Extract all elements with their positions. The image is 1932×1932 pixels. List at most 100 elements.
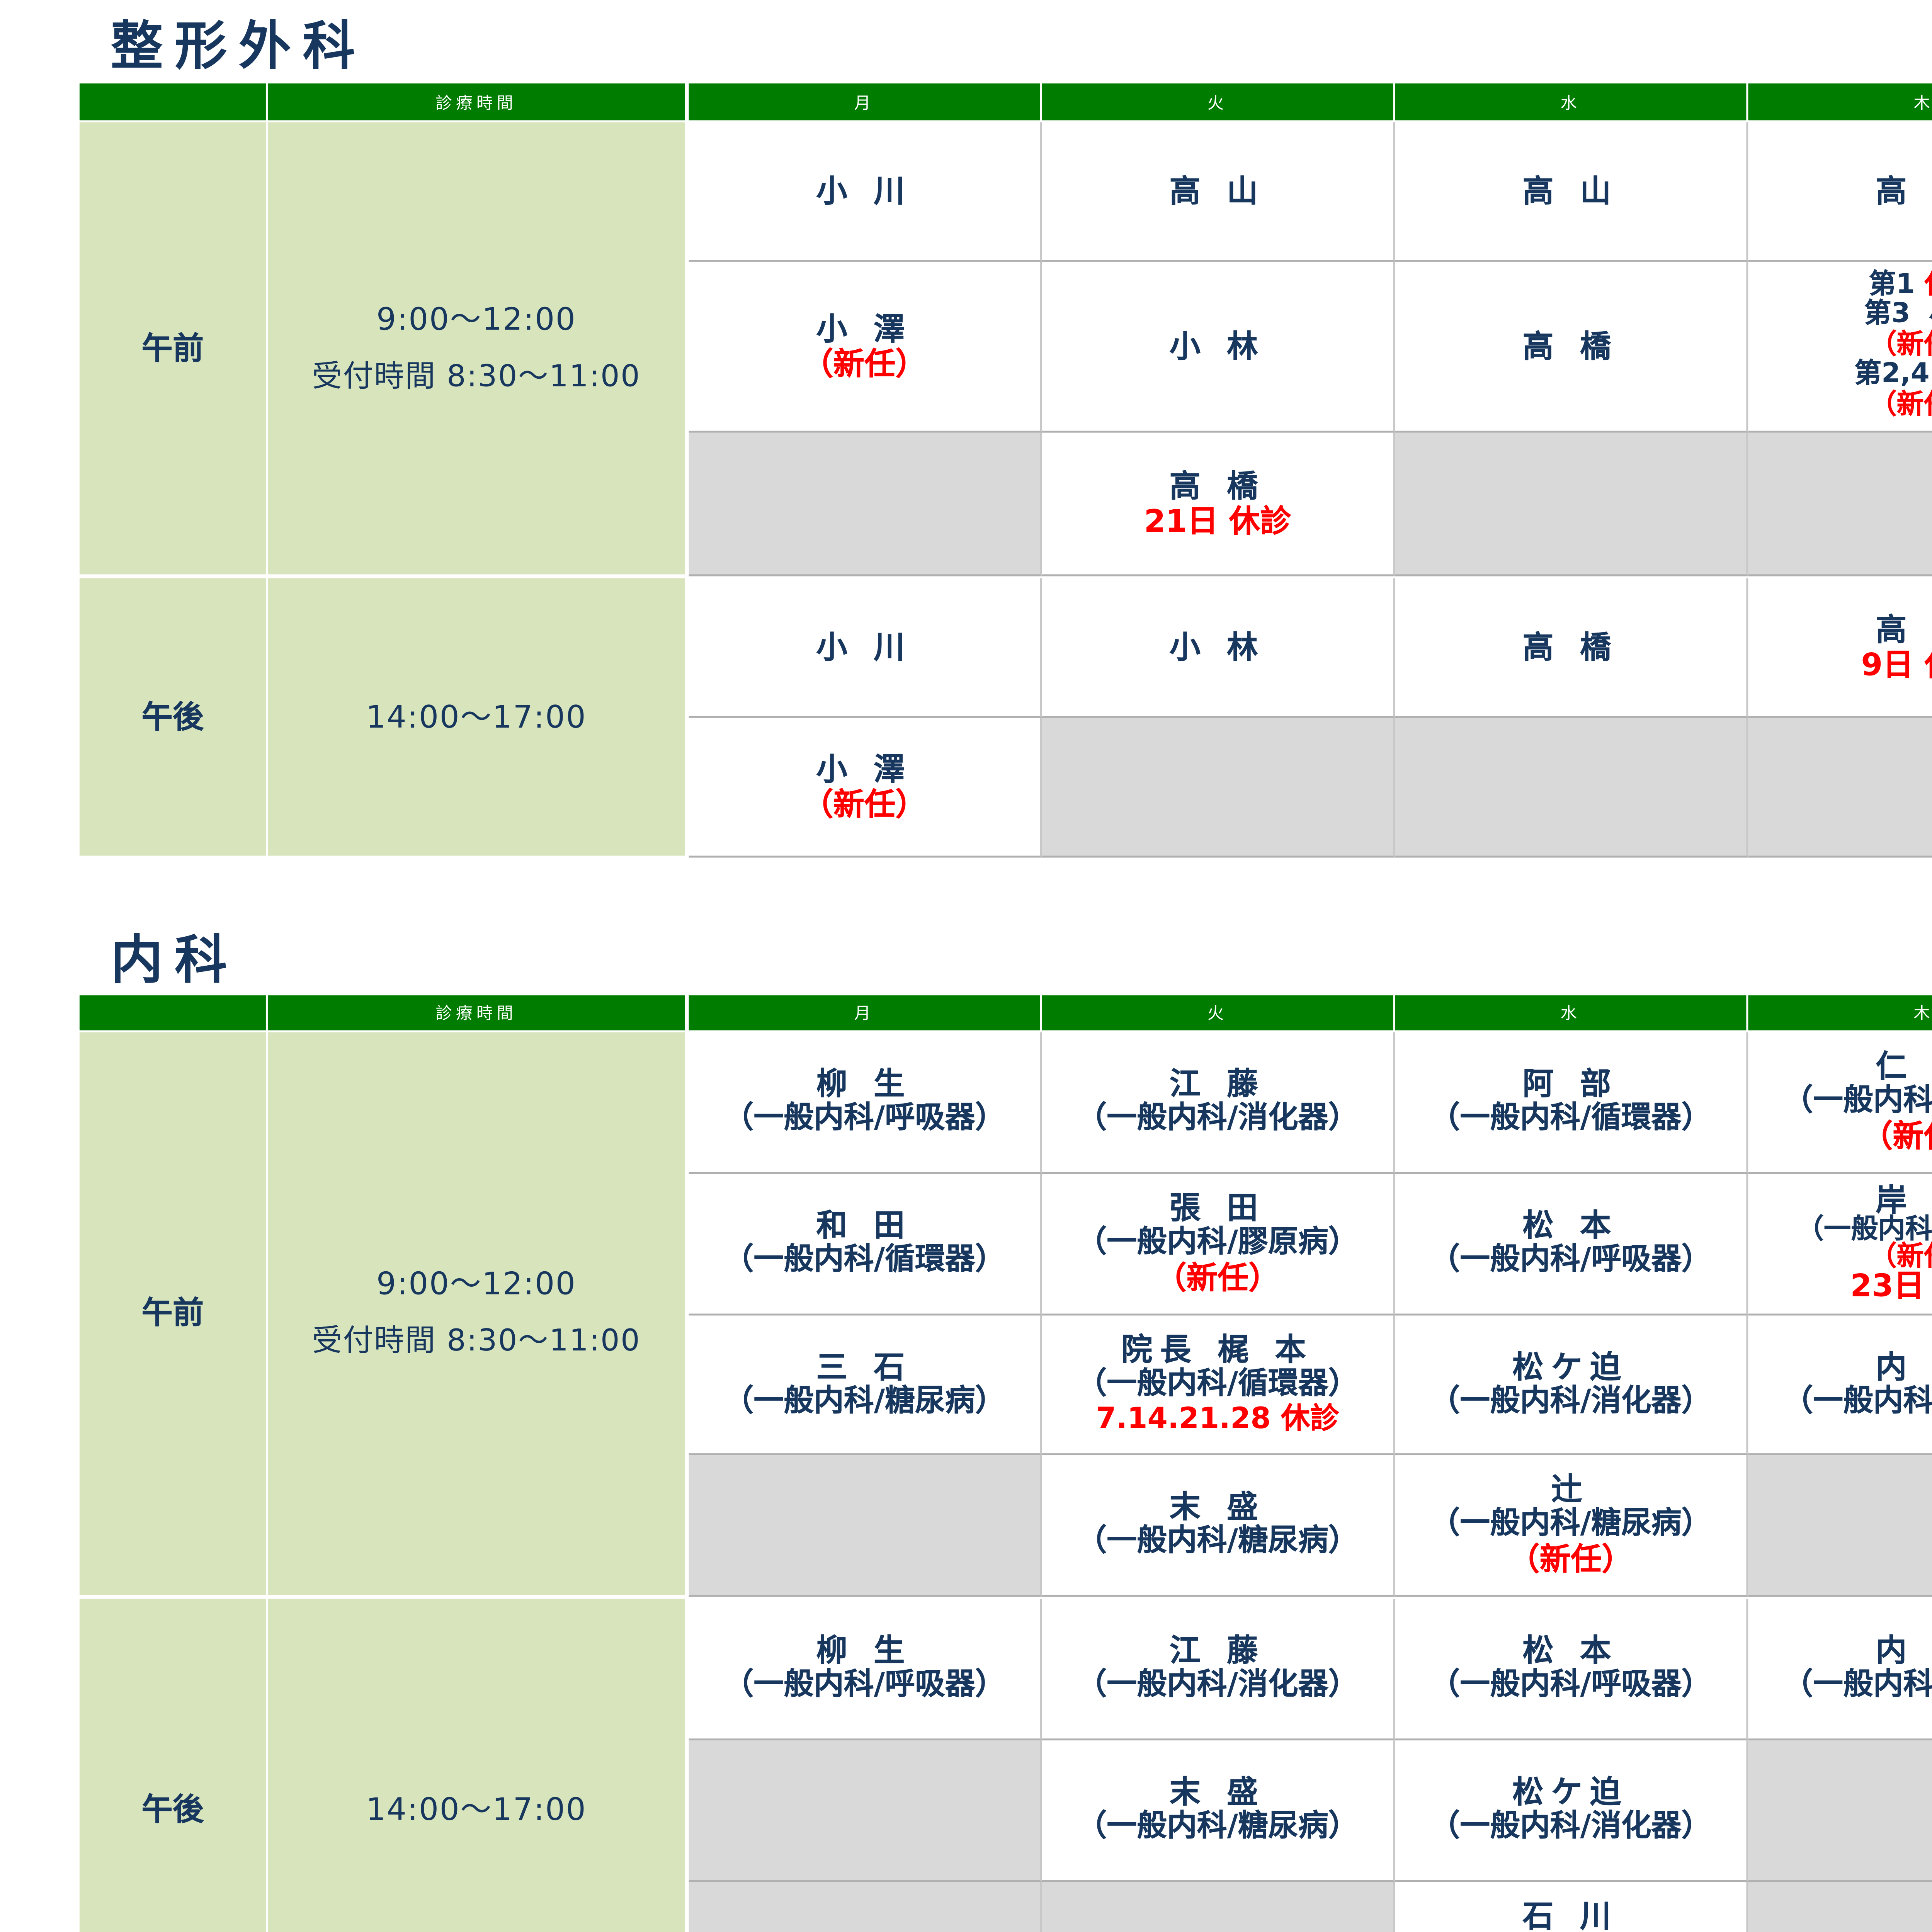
doctor-cell: 松ケ迫 （一般内科/消化器） [1395,1315,1748,1456]
specialty: （一般内科/糖尿病） [1430,1506,1712,1541]
doctor-cell: 第1 休診 第3 小澤 （新任） 第2,4 濵畑 （新任） [1748,262,1932,433]
time-slot-am: 9:00〜12:00 受付時間 8:30〜11:00 [267,1032,685,1595]
specialty: （一般内科/循環器） [1430,1100,1712,1136]
specialty: （一般内科/消化器） [1430,1809,1712,1844]
reception-time: 受付時間 8:30〜11:00 [312,359,641,394]
empty-cell [1395,718,1748,858]
specialty: （一般内科/糖尿病） [723,1383,1005,1418]
empty-cell [1748,432,1932,577]
doctor-cell: 岸 本 （一般内科/膠原病） （新任） 23日 休診 [1748,1174,1932,1316]
rotation-line: 第1 休診 [1869,270,1932,301]
time-slot-pm: 14:00〜17:00 [267,1599,685,1932]
specialty: （一般内科/呼吸器） [1430,1242,1712,1277]
new-staff-badge: （新任） [1869,329,1932,361]
specialty: （一般内科/糖尿病） [1077,1809,1359,1844]
specialty: （一般内科/呼吸器） [1430,1667,1712,1702]
doctor-cell: 内 田 （一般内科/糖尿病） [1748,1599,1932,1741]
header-blank [79,995,266,1031]
header-time: 診療時間 [267,83,685,121]
closed-note: 9日 休診 [1861,645,1932,682]
doctor-cell: 柳 生 （一般内科/呼吸器） [689,1032,1042,1174]
specialty: （一般内科/呼吸器） [723,1100,1005,1136]
doctor-cell: 柳 生 （一般内科/呼吸器） [689,1599,1042,1741]
empty-cell [689,1455,1042,1597]
doctor-name: 仁 田 [1876,1048,1932,1086]
specialty: （一般内科/糖尿病） [1783,1383,1932,1418]
doctor-cell: 末 盛 （一般内科/糖尿病） [1042,1740,1395,1882]
period-pm-text: 午後 [141,1790,204,1827]
doctor-name: 末 盛 [1169,1774,1266,1811]
doctor-name: 柳 生 [816,1632,913,1670]
specialty: （一般内科/膠原病） [1077,1225,1359,1260]
doctor-name: 松ケ迫 [1512,1774,1629,1811]
doctor-name: 和 田 [816,1208,913,1245]
new-staff-badge: （新任） [802,785,927,822]
doctor-cell: 院長 梶 本 （一般内科/循環器） 7.14.21.28 休診 [1042,1315,1395,1456]
specialty: （一般内科/消化器） [1077,1667,1359,1702]
doctor-cell: 高 山 [1395,122,1748,262]
doctor-cell: 和 田 （一般内科/循環器） [689,1174,1042,1316]
doctor-cell: 高 橋 9日 休診 [1748,578,1932,718]
period-label-pm: 午後 [79,1599,266,1932]
doctor-cell: 江 藤 （一般内科/消化器） [1042,1032,1395,1174]
doctor-name: 高 山 [1169,172,1266,209]
specialty: （一般内科/糖尿病） [1783,1667,1932,1702]
doctor-name: 小 澤 [816,750,913,787]
specialty: （一般内科/呼吸器） [723,1667,1005,1702]
specialty: （一般内科/循環器） [1077,1367,1359,1402]
new-staff-badge: （新任） [1869,389,1932,420]
doctor-cell: 江 藤 （一般内科/消化器） [1042,1599,1395,1741]
header-blank [79,83,266,121]
empty-cell [1748,1455,1932,1597]
empty-cell [1042,718,1395,858]
empty-cell [1748,1740,1932,1882]
header-tue: 火 [1042,995,1393,1031]
header-wed: 水 [1395,83,1747,121]
doctor-cell: 小 澤 （新任） [689,718,1042,858]
header-wed: 水 [1395,995,1747,1031]
doctor-name: 高 橋 [1522,628,1619,665]
header-mon: 月 [689,995,1040,1031]
doctor-name: 内 田 [1876,1632,1932,1670]
doctor-cell: 松 本 （一般内科/呼吸器） [1395,1599,1748,1741]
doctor-name: 小 林 [1169,628,1266,665]
specialty: （一般内科/消化器） [1077,1100,1359,1136]
doctor-cell: 阿 部 （一般内科/循環器） [1395,1032,1748,1174]
rotation-line: 第2,4 濵畑 [1854,359,1930,391]
doctor-name: 張 田 [1169,1190,1266,1227]
new-staff-badge: （新任） [1155,1259,1280,1296]
specialty: （一般内科/消化器） [1430,1383,1712,1418]
doctor-name: 辻 [1551,1471,1590,1509]
period-label-am: 午前 [79,122,266,575]
period-am-text: 午前 [141,329,204,366]
empty-cell [1042,1882,1395,1932]
doctor-name: 松 本 [1522,1632,1619,1670]
header-tue: 火 [1042,83,1393,121]
closed-note: 休診 [1924,270,1932,301]
doctor-name: 小 川 [816,172,913,209]
new-staff-badge: （新任） [1509,1540,1633,1577]
period-am-text: 午前 [141,1294,204,1331]
doctor-cell: 小 川 [689,122,1042,262]
empty-cell [1395,432,1748,577]
rotation-line: 第3 小澤 [1864,299,1932,331]
new-staff-badge: （新任） [802,344,927,381]
section-title-internal: 内科 [111,931,239,992]
period-label-pm: 午後 [79,578,266,856]
specialty: （一般内科/循環器） [1783,1083,1932,1118]
doctor-name: 石 川 [1522,1897,1619,1932]
header-thu: 木 [1748,995,1932,1031]
doctor-name: 小 林 [1169,327,1266,364]
doctor-name: 岸 本 [1876,1182,1932,1219]
section-title-orthopedics: 整形外科 [111,17,367,78]
specialty: （一般内科/循環器） [723,1242,1005,1277]
empty-cell [689,432,1042,577]
doctor-name: 高 橋 [1876,610,1932,648]
header-time: 診療時間 [267,995,685,1031]
specialty: （一般内科/糖尿病） [1077,1524,1359,1559]
time-range: 14:00〜17:00 [366,697,587,735]
closed-note: 23日 休診 [1850,1267,1932,1304]
doctor-cell: 辻 （一般内科/糖尿病） （新任） [1395,1455,1748,1597]
period-label-am: 午前 [79,1032,266,1595]
